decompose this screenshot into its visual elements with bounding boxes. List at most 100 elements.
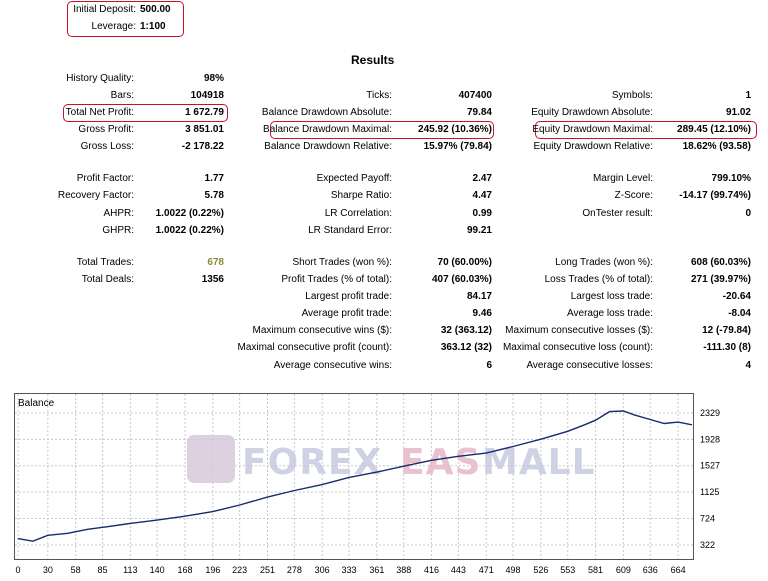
y-tick-label: 1527 <box>700 461 720 471</box>
col3-label-4: Margin Level: <box>592 173 653 184</box>
col3-value-3: 18.62% (93.58) <box>682 141 751 152</box>
x-tick-label: 443 <box>451 565 466 575</box>
x-tick-label: 306 <box>315 565 330 575</box>
col1-value-8: 1.0022 (0.22%) <box>155 225 224 236</box>
col2-value-12: 32 (363.12) <box>440 325 492 336</box>
col1-value-2: 1 672.79 <box>185 107 224 118</box>
col2-label-12: Maximum consecutive wins ($): <box>252 325 392 336</box>
col2-label-3: Balance Drawdown Relative: <box>264 141 392 152</box>
col3-value-10: -8.04 <box>728 308 751 319</box>
balance-dd-highlight <box>270 121 494 139</box>
col1-label-10: Total Deals: <box>81 274 134 285</box>
col3-label-7: Long Trades (won %): <box>555 257 653 268</box>
watermark-text-a: FOREX <box>242 442 382 483</box>
col2-label-9: Profit Trades (% of total): <box>281 274 392 285</box>
col2-label-8: Short Trades (won %): <box>292 257 392 268</box>
col1-value-9: 678 <box>207 257 224 268</box>
col3-label-6: OnTester result: <box>582 208 653 219</box>
col2-label-0: Ticks: <box>366 90 392 101</box>
x-tick-label: 498 <box>506 565 521 575</box>
x-tick-label: 609 <box>616 565 631 575</box>
col1-value-5: 1.77 <box>204 173 224 184</box>
col2-value-9: 407 (60.03%) <box>431 274 492 285</box>
initial-deposit-value: 500.00 <box>140 4 171 15</box>
col3-value-2: 289.45 (12.10%) <box>677 124 751 135</box>
col1-label-1: Bars: <box>110 90 134 101</box>
x-tick-label: 553 <box>560 565 575 575</box>
col3-value-13: 4 <box>745 360 751 371</box>
col2-label-7: LR Standard Error: <box>308 225 392 236</box>
col1-label-7: AHPR: <box>103 208 134 219</box>
col3-value-6: 0 <box>745 208 751 219</box>
col1-label-4: Gross Loss: <box>80 141 134 152</box>
x-tick-label: 581 <box>588 565 603 575</box>
x-tick-label: 361 <box>369 565 384 575</box>
col1-label-0: History Quality: <box>66 73 134 84</box>
col2-value-11: 9.46 <box>472 308 492 319</box>
x-tick-label: 30 <box>43 565 53 575</box>
col1-value-0: 98% <box>203 73 224 84</box>
watermark-text-b: EAS <box>400 442 481 483</box>
y-tick-label: 322 <box>700 540 715 550</box>
col2-value-0: 407400 <box>458 90 492 101</box>
col2-value-2: 245.92 (10.36%) <box>418 124 492 135</box>
col2-value-3: 15.97% (79.84) <box>423 141 492 152</box>
y-axis-ticks: 322 724 1125 1527 1928 2329 <box>700 408 720 550</box>
x-tick-label: 388 <box>396 565 411 575</box>
equity-dd-highlight <box>535 121 757 139</box>
col2-value-8: 70 (60.00%) <box>437 257 492 268</box>
x-tick-label: 168 <box>177 565 192 575</box>
header-highlight <box>67 1 184 37</box>
col1-value-6: 5.78 <box>204 190 224 201</box>
results-title: Results <box>351 53 395 67</box>
col1-label-6: Recovery Factor: <box>57 190 134 201</box>
col3-value-0: 1 <box>745 90 751 101</box>
x-tick-label: 113 <box>123 565 137 575</box>
col2-value-7: 99.21 <box>466 225 492 236</box>
x-axis-ticks: 0 30 58 85 113 140 168 196 223 251 278 306 333 361 388… <box>15 565 685 575</box>
watermark-logo-icon <box>187 435 235 483</box>
col1-value-3: 3 851.01 <box>185 124 224 135</box>
col2-label-2: Balance Drawdown Maximal: <box>263 124 392 135</box>
x-tick-label: 664 <box>671 565 686 575</box>
col2-label-1: Balance Drawdown Absolute: <box>261 107 392 118</box>
col2-label-4: Expected Payoff: <box>316 173 392 184</box>
chart-title: Balance <box>18 398 55 409</box>
y-tick-label: 1928 <box>700 434 720 444</box>
col3-label-5: Z-Score: <box>614 190 653 201</box>
col3-label-12: Maximal consecutive loss (count): <box>502 342 653 353</box>
col3-value-11: 12 (-79.84) <box>702 325 751 336</box>
col1-label-3: Gross Profit: <box>78 124 134 135</box>
col3-label-10: Average loss trade: <box>567 308 653 319</box>
col3-value-12: -111.30 (8) <box>703 342 751 353</box>
col2-value-14: 6 <box>486 360 492 371</box>
y-tick-label: 724 <box>700 514 715 524</box>
leverage-value: 1:100 <box>140 21 166 32</box>
x-tick-label: 416 <box>424 565 439 575</box>
col1-value-7: 1.0022 (0.22%) <box>155 208 224 219</box>
x-tick-label: 85 <box>97 565 107 575</box>
col1-label-2: Total Net Profit: <box>65 107 134 118</box>
col3-value-7: 608 (60.03%) <box>690 257 751 268</box>
balance-series-line <box>17 410 693 542</box>
col2-label-10: Largest profit trade: <box>305 291 392 302</box>
watermark-text-c: MALL <box>482 442 596 483</box>
col2-value-13: 363.12 (32) <box>440 342 492 353</box>
col1-label-9: Total Trades: <box>76 257 134 268</box>
x-tick-label: 223 <box>232 565 247 575</box>
col2-value-6: 0.99 <box>472 208 492 219</box>
col2-value-10: 84.17 <box>466 291 492 302</box>
x-tick-label: 636 <box>643 565 658 575</box>
col3-label-0: Symbols: <box>611 90 653 101</box>
col3-label-13: Average consecutive losses: <box>526 360 653 371</box>
col1-value-1: 104918 <box>190 90 224 101</box>
col2-label-13: Maximal consecutive profit (count): <box>237 342 392 353</box>
x-tick-label: 526 <box>533 565 548 575</box>
col3-value-5: -14.17 (99.74%) <box>679 190 751 201</box>
y-tick-label: 1125 <box>700 487 719 497</box>
x-tick-label: 278 <box>287 565 302 575</box>
x-tick-label: 0 <box>15 565 20 575</box>
x-tick-label: 333 <box>342 565 357 575</box>
col3-label-1: Equity Drawdown Absolute: <box>531 107 653 118</box>
col3-value-4: 799.10% <box>711 173 751 184</box>
